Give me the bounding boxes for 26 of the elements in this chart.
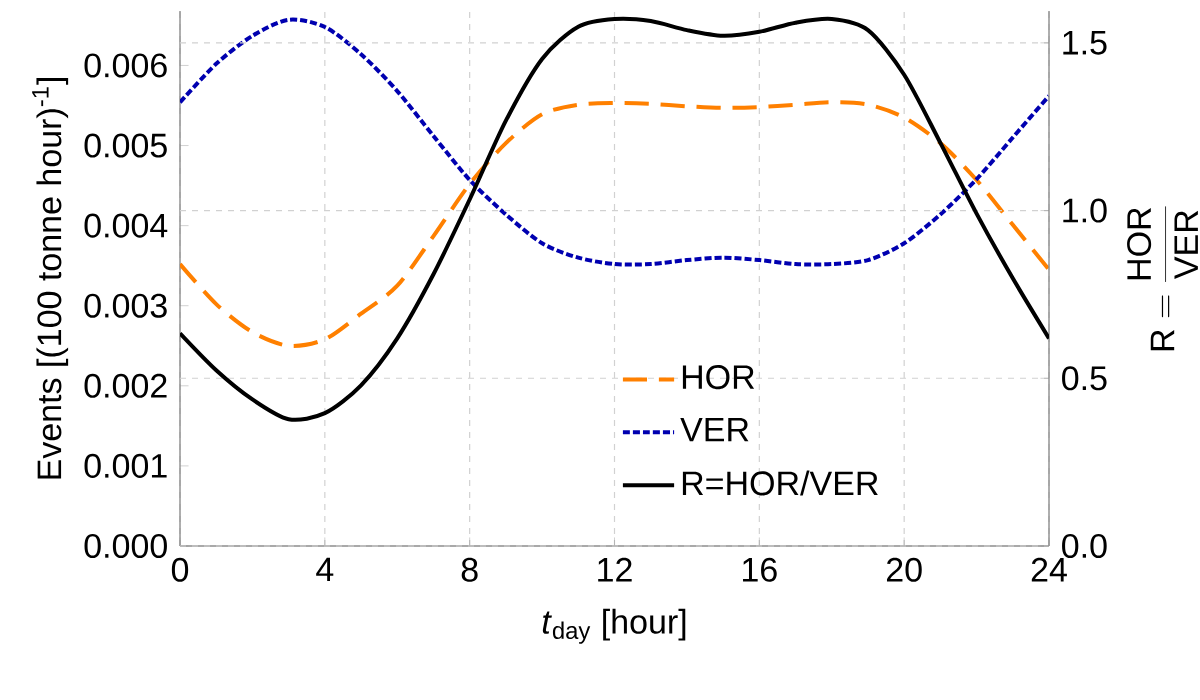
x-tick-label: 16 — [743, 557, 777, 582]
y-tick-label: 0.000 — [84, 533, 167, 559]
y2-axis-title: $\mathrm{R}=\frac{\mathrm{HOR}}{\mathrm{VER}}$ — [1127, 206, 1198, 351]
y2-tick-label: 0.5 — [1062, 366, 1107, 391]
x-tick-label: 24 — [1031, 557, 1067, 582]
y2-tick-label: 1.0 — [1063, 198, 1107, 223]
y-tick-label: 0.003 — [84, 293, 167, 318]
y-tick-label: 0.004 — [84, 213, 168, 238]
y2-tick-label: 1.5 — [1063, 30, 1107, 55]
x-tick-label: 0 — [171, 557, 189, 582]
x-tick-label: 12 — [598, 557, 632, 582]
y2-tick-label: 0.0 — [1062, 533, 1107, 559]
legend-label: R=HOR/VER — [682, 470, 878, 496]
y-tick-label: 0.001 — [84, 453, 167, 478]
y-tick-label: 0.002 — [84, 373, 167, 398]
legend-label: HOR — [682, 365, 755, 390]
x-axis-title: t$_{day}$ [hour] — [542, 608, 686, 644]
x-tick-label: 20 — [886, 557, 922, 582]
line-series — [180, 17, 1049, 267]
line-series — [180, 100, 1049, 348]
y-tick-label: 0.006 — [84, 53, 167, 78]
y-axis-title: Events [(100 tonne hour)$^{-1}$] — [32, 77, 69, 479]
legend-label: VER — [680, 417, 749, 442]
x-tick-label: 8 — [461, 557, 478, 582]
y-tick-label: 0.005 — [84, 133, 167, 158]
x-tick-label: 4 — [316, 557, 334, 582]
